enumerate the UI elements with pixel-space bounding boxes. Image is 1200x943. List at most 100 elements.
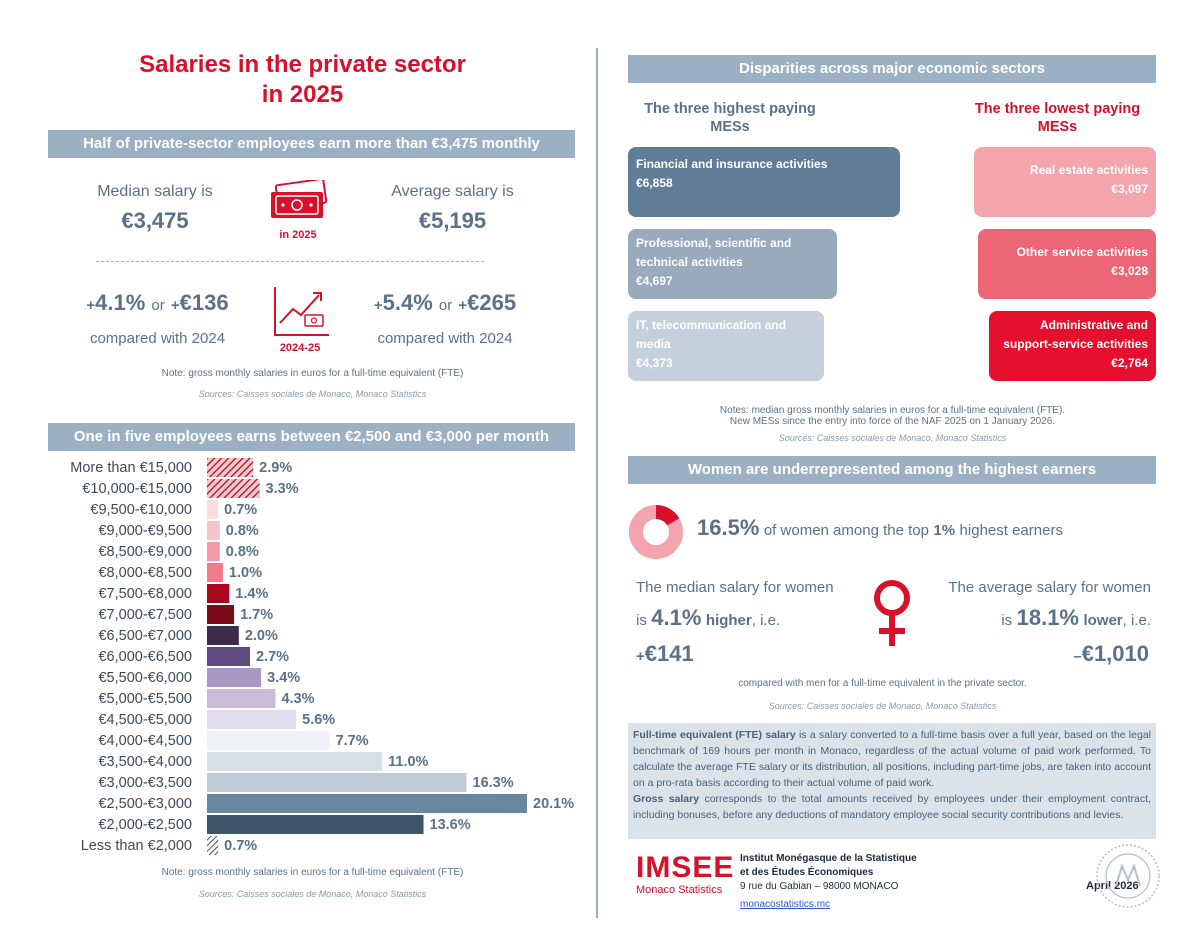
category-label: €5,000-€5,500 — [98, 691, 192, 707]
value-label: 0.8% — [225, 544, 259, 560]
sector-box-highest-2: Professional, scientific and technical a… — [628, 229, 837, 299]
category-label: €7,500-€8,000 — [98, 586, 192, 602]
female-symbol-icon — [870, 578, 914, 650]
banner-women: Women are underrepresented among the hig… — [628, 456, 1156, 484]
bar-18 — [207, 836, 219, 855]
value-label: 0.8% — [225, 523, 259, 539]
bar-5 — [207, 563, 223, 582]
sources-1: Sources: Caisses sociales de Monaco, Mon… — [198, 389, 427, 399]
bar-0 — [207, 458, 254, 477]
bar-9 — [207, 647, 250, 666]
bar-15 — [207, 773, 467, 792]
category-label: €10,000-€15,000 — [82, 481, 192, 497]
value-label: 1.4% — [235, 586, 269, 602]
highest-heading: The three highest paying MESs — [644, 101, 816, 135]
value-label: 4.3% — [281, 691, 315, 707]
bar-chart-canvas — [207, 458, 527, 855]
median-change: +4.1% or +€136 — [86, 290, 229, 315]
average-women-label: The average salary for women — [948, 579, 1151, 596]
salary-distribution-chart: More than €15,000 2.9% €10,000-€15,000 3.3%… — [70, 458, 575, 855]
note-2: Note: gross monthly salaries in euros fo… — [161, 867, 464, 878]
value-label: 7.7% — [335, 733, 369, 749]
category-label: €9,500-€10,000 — [90, 502, 192, 518]
value-label: 20.1% — [533, 796, 575, 812]
bar-17 — [207, 815, 424, 834]
average-change: +5.4% or +€265 — [373, 290, 517, 315]
category-label: €3,500-€4,000 — [98, 754, 192, 770]
bar-12 — [207, 710, 297, 729]
banner-distribution: One in five employees earns between €2,5… — [48, 423, 575, 451]
website-link[interactable]: monacostatistics.mc — [740, 899, 831, 910]
banner-sectors: Disparities across major economic sector… — [628, 55, 1156, 83]
median-women-amount: +€141 — [636, 641, 694, 666]
women-share-donut — [628, 504, 684, 560]
bar-1 — [207, 479, 260, 498]
category-label: €4,500-€5,000 — [98, 712, 192, 728]
bar-11 — [207, 689, 276, 708]
value-label: 5.6% — [302, 712, 336, 728]
definitions-box: Full-time equivalent (FTE) salary is a s… — [628, 723, 1156, 839]
average-compared: compared with 2024 — [377, 330, 513, 347]
category-label: €3,000-€3,500 — [98, 775, 192, 791]
institute-info: Institut Monégasque de la Statistique et… — [740, 853, 917, 910]
note-1: Note: gross monthly salaries in euros fo… — [161, 368, 464, 379]
value-label: 0.7% — [224, 838, 258, 854]
value-label: 2.0% — [244, 628, 278, 644]
value-label: 3.4% — [267, 670, 301, 686]
category-label: €6,000-€6,500 — [98, 649, 192, 665]
sector-box-highest-3: IT, telecommunication and media €4,373 — [628, 311, 824, 381]
value-label: 13.6% — [429, 817, 471, 833]
growth-chart-icon — [271, 285, 331, 337]
bar-14 — [207, 752, 383, 771]
average-women-pct: is 18.1% lower, i.e. — [1001, 605, 1151, 630]
average-value: €5,195 — [418, 208, 487, 233]
sector-box-lowest-2: Other service activities €3,028 — [978, 229, 1156, 299]
category-label: €5,500-€6,000 — [98, 670, 192, 686]
category-label: €2,500-€3,000 — [98, 796, 192, 812]
value-label: 1.0% — [228, 565, 262, 581]
category-label: Less than €2,000 — [80, 838, 192, 854]
column-divider — [596, 48, 598, 918]
bar-6 — [207, 584, 230, 603]
category-label: €4,000-€4,500 — [98, 733, 192, 749]
value-label: 1.7% — [240, 607, 274, 623]
bar-3 — [207, 521, 220, 540]
category-label: €9,000-€9,500 — [98, 523, 192, 539]
median-value: €3,475 — [121, 208, 189, 233]
bar-10 — [207, 668, 262, 687]
imsee-logo: IMSEE Monaco Statistics — [636, 851, 735, 897]
value-label: 3.3% — [265, 481, 299, 497]
average-women-amount: –€1,010 — [1073, 641, 1149, 666]
median-label: Median salary is — [97, 183, 213, 200]
median-women-label: The median salary for women — [636, 579, 834, 596]
median-women-pct: is 4.1% higher, i.e. — [636, 605, 781, 630]
note-4: compared with men for a full-time equiva… — [738, 678, 1027, 689]
icon-year-label: in 2025 — [279, 229, 317, 241]
sector-box-lowest-1: Real estate activities €3,097 — [974, 147, 1156, 217]
median-compared: compared with 2024 — [89, 330, 226, 347]
category-label: €7,000-€7,500 — [98, 607, 192, 623]
sources-3: Sources: Caisses sociales de Monaco, Mon… — [778, 433, 1007, 443]
bar-13 — [207, 731, 330, 750]
page-title: Salaries in the private sector in 2025 — [139, 51, 466, 108]
category-label: €2,000-€2,500 — [98, 817, 192, 833]
money-bill-icon — [267, 178, 329, 224]
note-3: Notes: median gross monthly salaries in … — [719, 405, 1066, 427]
divider-dashed — [96, 261, 484, 262]
category-label: €8,500-€9,000 — [98, 544, 192, 560]
bar-16 — [207, 794, 527, 813]
women-top-earners: 16.5% of women among the top 1% highest … — [697, 515, 1063, 540]
icon-period-label: 2024-25 — [279, 342, 321, 354]
sources-4: Sources: Caisses sociales de Monaco, Mon… — [768, 701, 997, 711]
sector-box-lowest-3: Administrative and support-service activ… — [989, 311, 1156, 381]
sources-2: Sources: Caisses sociales de Monaco, Mon… — [198, 889, 427, 899]
average-label: Average salary is — [391, 183, 514, 200]
value-label: 11.0% — [388, 754, 429, 770]
bar-2 — [207, 500, 219, 519]
value-label: 0.7% — [224, 502, 258, 518]
bar-7 — [207, 605, 235, 624]
category-label: More than €15,000 — [70, 460, 192, 476]
sector-box-highest-1: Financial and insurance activities €6,85… — [628, 147, 900, 217]
value-label: 2.7% — [255, 649, 290, 665]
value-label: 16.3% — [472, 775, 514, 791]
